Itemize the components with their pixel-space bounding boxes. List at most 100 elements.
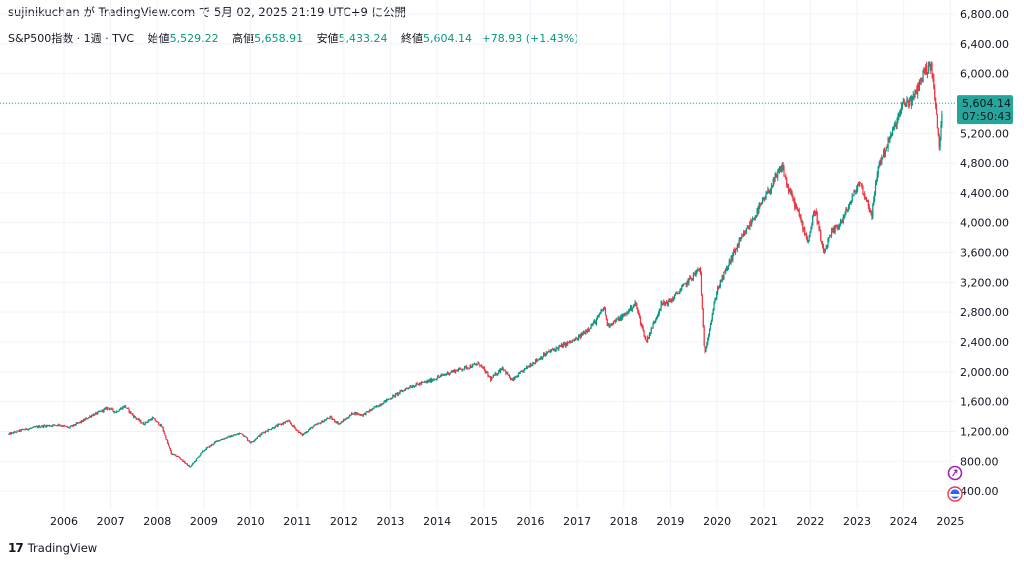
candle-body [922,69,924,82]
candle-body [850,200,852,203]
candle-body [102,409,104,412]
candle-body [180,458,182,460]
candle-body [153,418,155,419]
candle-body [499,370,501,372]
candle-body [150,419,153,420]
candle-body [85,418,87,419]
candle-body [481,366,484,368]
candle-body [726,266,729,269]
candle-body [856,188,858,194]
candle-body [645,337,647,341]
candle-body [350,412,353,415]
candle-body [749,221,751,229]
candle-body [245,436,247,438]
candle-body [888,138,890,142]
candle-body [51,425,53,427]
economic-calendar-icon[interactable] [947,486,963,502]
candle-body [690,276,692,279]
candle-body [403,390,405,392]
candle-body [535,359,538,362]
candle-body [333,419,336,422]
candle-body [287,420,289,422]
candle-body [83,419,85,421]
candle-body [892,126,895,130]
candle-body [134,416,136,418]
candle-body [731,256,733,260]
candle-body [514,376,516,380]
y-tick-label: 4,400.00 [960,187,1009,200]
candle-body [14,431,16,433]
candle-body [59,425,61,427]
candle-body [887,138,889,148]
candle-body [395,393,398,395]
candle-body [397,392,399,395]
candle-body [62,426,64,427]
low-value: 5,433.24 [338,32,388,45]
time-axis[interactable]: 2006 2007 2008 2009 2010 2011 2012 2013 2014 2015… [50,515,964,528]
x-tick-label: 2012 [330,515,358,528]
candle-body [674,293,677,295]
candle-body [458,367,460,370]
candle-body [204,449,206,451]
candle-body [474,364,476,365]
candle-body [846,209,848,211]
candle-body [489,376,491,378]
candle-body [61,425,63,427]
candle-body [813,212,815,216]
candle-body [342,419,345,423]
candle-body [274,425,276,428]
candle-body [246,438,249,441]
candle-body [365,411,367,415]
candle-body [722,275,724,279]
candle-body [400,390,402,392]
y-tick-label: 1,600.00 [960,396,1009,409]
candle-body [471,367,473,368]
candle-body [33,426,35,428]
candle-body [76,422,78,424]
candle-body [894,124,896,126]
candle-body [58,424,60,426]
candle-body [450,371,452,373]
candle-body [194,461,196,463]
brand-name[interactable]: TradingView [27,541,98,555]
candle-body [526,366,529,368]
candle-body [329,416,331,419]
candle-body [507,372,509,376]
candle-body [600,310,602,314]
candle-body [940,124,942,138]
candle-body [202,450,205,452]
candle-body [837,227,839,228]
candle-body [311,427,313,429]
candle-body [795,204,797,208]
candle-body [702,309,704,327]
price-chart[interactable]: 6,800.006,400.006,000.005,600.005,200.00… [0,0,1024,540]
symbol-name[interactable]: S&P500指数 · 1週 · TVC [8,32,135,45]
candle-body [348,416,350,419]
candle-body [528,366,530,368]
candle-body [648,334,651,339]
candle-body [149,419,151,421]
price-axis[interactable]: 6,800.006,400.006,000.005,600.005,200.00… [960,8,1009,498]
candle-body [383,401,385,404]
candle-body [595,318,598,324]
candle-body [926,65,928,75]
tradingview-logo-icon[interactable]: 17 [8,541,24,555]
candle-body [776,174,778,178]
candle-body [891,129,894,136]
candle-body [825,247,827,250]
candle-body [598,313,600,316]
candle-body [202,450,204,453]
candle-body [331,416,333,420]
candle-body [91,415,93,417]
candle-body [126,408,128,409]
candle-body [728,260,730,266]
candle-body [709,324,712,329]
candle-body [66,426,68,428]
candle-body [280,423,282,425]
candle-body [240,433,242,434]
candle-body [938,135,940,148]
candle-body [871,212,873,218]
events-icon[interactable] [947,465,963,481]
candle-body [44,425,46,427]
candle-body [220,439,223,441]
